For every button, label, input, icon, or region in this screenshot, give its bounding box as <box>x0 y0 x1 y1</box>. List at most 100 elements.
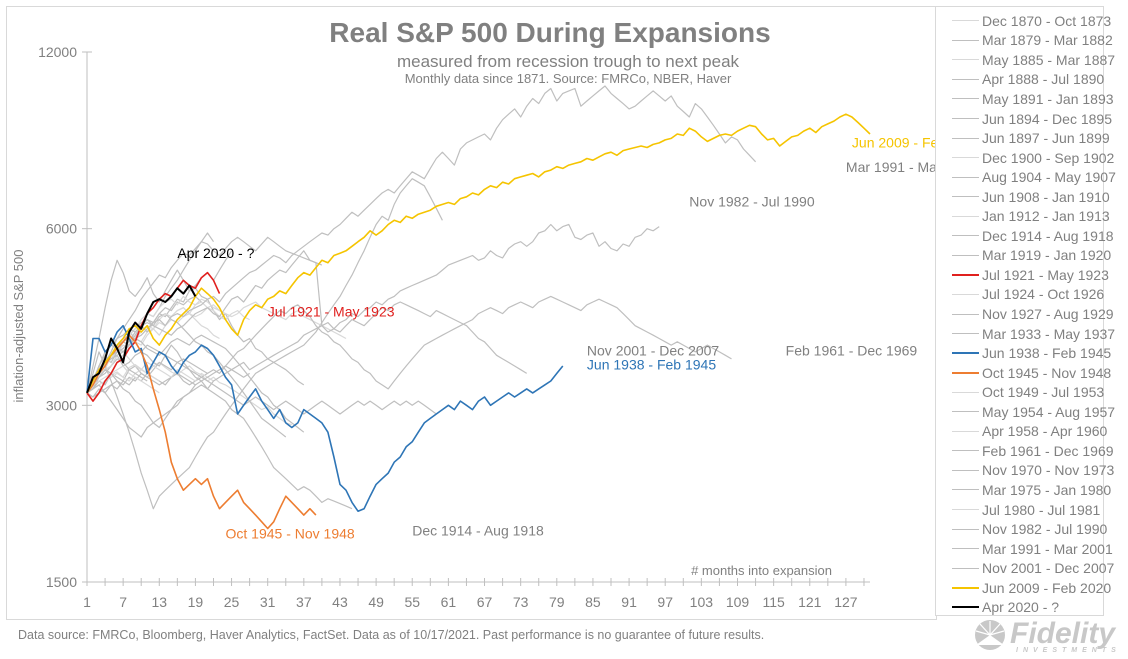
legend-label: May 1891 - Jan 1893 <box>982 90 1114 107</box>
series-line-mar-1933-may-1937 <box>86 178 443 510</box>
chart-title: Real S&P 500 During Expansions <box>329 17 770 48</box>
series-line-jul-1980-jul-1981 <box>86 365 160 394</box>
footer-disclaimer: Data source: FMRCo, Bloomberg, Haver Ana… <box>18 628 765 642</box>
legend-swatch <box>952 450 979 452</box>
legend-item: Nov 1982 - Jul 1990 <box>936 519 1107 539</box>
series-line-apr-2020 <box>86 284 197 394</box>
legend-item: Jun 1897 - Jun 1899 <box>936 128 1110 148</box>
series-line-oct-1945-nov-1948 <box>86 334 317 530</box>
series-annotation: Jun 2009 - Feb 2020 <box>852 135 935 151</box>
legend-item: Jun 2009 - Feb 2020 <box>936 578 1111 598</box>
legend-label: Jan 1912 - Jan 1913 <box>982 208 1110 225</box>
legend-item: Nov 1970 - Nov 1973 <box>936 461 1114 481</box>
legend-label: Apr 1888 - Jul 1890 <box>982 71 1105 88</box>
legend-item: Jul 1921 - May 1923 <box>936 265 1109 285</box>
series-line-jul-1921-may-1923 <box>86 271 221 402</box>
legend-item: Dec 1900 - Sep 1902 <box>936 148 1114 168</box>
legend-label: Mar 1879 - Mar 1882 <box>982 32 1113 49</box>
legend-item: May 1891 - Jan 1893 <box>936 89 1114 109</box>
x-axis-title: # months into expansion <box>691 563 832 578</box>
legend-item: Dec 1914 - Aug 1918 <box>936 226 1114 246</box>
x-tick-label: 55 <box>404 594 420 610</box>
legend-item: Jun 1938 - Feb 1945 <box>936 343 1111 363</box>
series-annotation: Jun 1938 - Feb 1945 <box>587 357 716 373</box>
fidelity-logo: Fidelity INVESTMENTS <box>968 617 1128 657</box>
x-tick-label: 67 <box>477 594 493 610</box>
legend-label: Dec 1914 - Aug 1918 <box>982 227 1114 244</box>
legend-swatch <box>952 430 979 432</box>
legend-swatch <box>952 528 979 530</box>
legend-item: Apr 1958 - Apr 1960 <box>936 422 1107 442</box>
legend-swatch <box>952 509 979 510</box>
legend-label: Feb 1961 - Dec 1969 <box>982 442 1114 459</box>
series-annotation: Oct 1945 - Nov 1948 <box>226 525 355 541</box>
legend-item: Jul 1980 - Jul 1981 <box>936 500 1100 520</box>
series-annotation: Dec 1914 - Aug 1918 <box>412 523 544 539</box>
legend-item: Jun 1908 - Jan 1910 <box>936 187 1110 207</box>
legend-label: Jun 1908 - Jan 1910 <box>982 188 1110 205</box>
x-tick-label: 79 <box>549 594 565 610</box>
legend-item: Apr 2020 - ? <box>936 598 1059 618</box>
legend-swatch <box>952 176 979 178</box>
legend: Dec 1870 - Oct 1873 Mar 1879 - Mar 1882 Ma… <box>935 6 1116 618</box>
legend-swatch <box>952 469 979 471</box>
legend-label: Jun 1938 - Feb 1945 <box>982 345 1112 362</box>
x-tick-label: 19 <box>188 594 204 610</box>
series-annotation: Nov 2001 - Dec 2007 <box>587 342 720 358</box>
series-line-nov-2001-dec-2007 <box>86 301 528 438</box>
legend-swatch <box>952 235 979 237</box>
x-tick-label: 85 <box>585 594 601 610</box>
y-tick-label: 12000 <box>38 44 77 60</box>
legend-swatch <box>952 391 979 393</box>
chart-plot: Real S&P 500 During Expansions measured … <box>11 17 935 610</box>
x-tick-label: 25 <box>224 594 240 610</box>
x-tick-label: 7 <box>119 594 127 610</box>
fidelity-pyramid-icon <box>975 620 1005 650</box>
x-tick-label: 31 <box>260 594 276 610</box>
legend-item: Apr 1888 - Jul 1890 <box>936 70 1104 90</box>
legend-label: Dec 1900 - Sep 1902 <box>982 149 1115 166</box>
legend-item: Mar 1991 - Mar 2001 <box>936 539 1113 559</box>
legend-swatch <box>952 606 979 609</box>
legend-swatch <box>952 254 979 256</box>
y-axis-title: inflation-adjusted S&P 500 <box>11 250 26 403</box>
series-line-nov-1982-jul-1990 <box>86 223 660 394</box>
series-line-mar-1991-mar-2001 <box>86 85 757 394</box>
series-line-may-1954-aug-1957 <box>86 236 323 394</box>
legend-item: Feb 1961 - Dec 1969 <box>936 441 1114 461</box>
y-tick-label: 3000 <box>46 397 77 413</box>
legend-label: Nov 1927 - Aug 1929 <box>982 306 1114 322</box>
x-tick-label: 73 <box>513 594 529 610</box>
legend-swatch <box>952 78 979 80</box>
legend-label: Jun 1894 - Dec 1895 <box>982 110 1112 127</box>
series-line-jun-1938-feb-1945 <box>86 324 564 513</box>
legend-label: Dec 1870 - Oct 1873 <box>982 12 1112 29</box>
legend-swatch <box>952 352 979 355</box>
x-tick-label: 103 <box>690 594 714 610</box>
x-tick-label: 43 <box>332 594 348 610</box>
logo-tagline: INVESTMENTS <box>1016 647 1121 654</box>
legend-item: Nov 2001 - Dec 2007 <box>936 558 1114 578</box>
legend-swatch <box>952 586 979 589</box>
series-line-jun-2009-feb-2020 <box>86 113 871 394</box>
x-tick-label: 49 <box>368 594 384 610</box>
legend-label: Mar 1933 - May 1937 <box>982 325 1116 342</box>
legend-item: Dec 1870 - Oct 1873 <box>936 11 1111 31</box>
legend-item: Oct 1949 - Jul 1953 <box>936 382 1104 402</box>
legend-label: Oct 1945 - Nov 1948 <box>982 364 1112 381</box>
legend-swatch <box>952 196 979 198</box>
legend-label: Jul 1980 - Jul 1981 <box>982 501 1101 518</box>
legend-label: May 1954 - Aug 1957 <box>982 403 1116 420</box>
legend-swatch <box>952 98 979 100</box>
legend-swatch <box>952 215 979 217</box>
logo-wordmark: Fidelity <box>1010 617 1116 650</box>
legend-label: Jul 1921 - May 1923 <box>982 266 1109 283</box>
legend-item: Oct 1945 - Nov 1948 <box>936 363 1111 383</box>
legend-item: May 1954 - Aug 1957 <box>936 402 1115 422</box>
legend-label: Nov 1970 - Nov 1973 <box>982 462 1115 479</box>
legend-label: May 1885 - Mar 1887 <box>982 51 1116 68</box>
x-tick-label: 121 <box>798 594 822 610</box>
series-line-feb-1961-dec-1969 <box>86 295 732 429</box>
legend-swatch <box>952 59 979 61</box>
legend-label: Mar 1991 - Mar 2001 <box>982 540 1113 557</box>
